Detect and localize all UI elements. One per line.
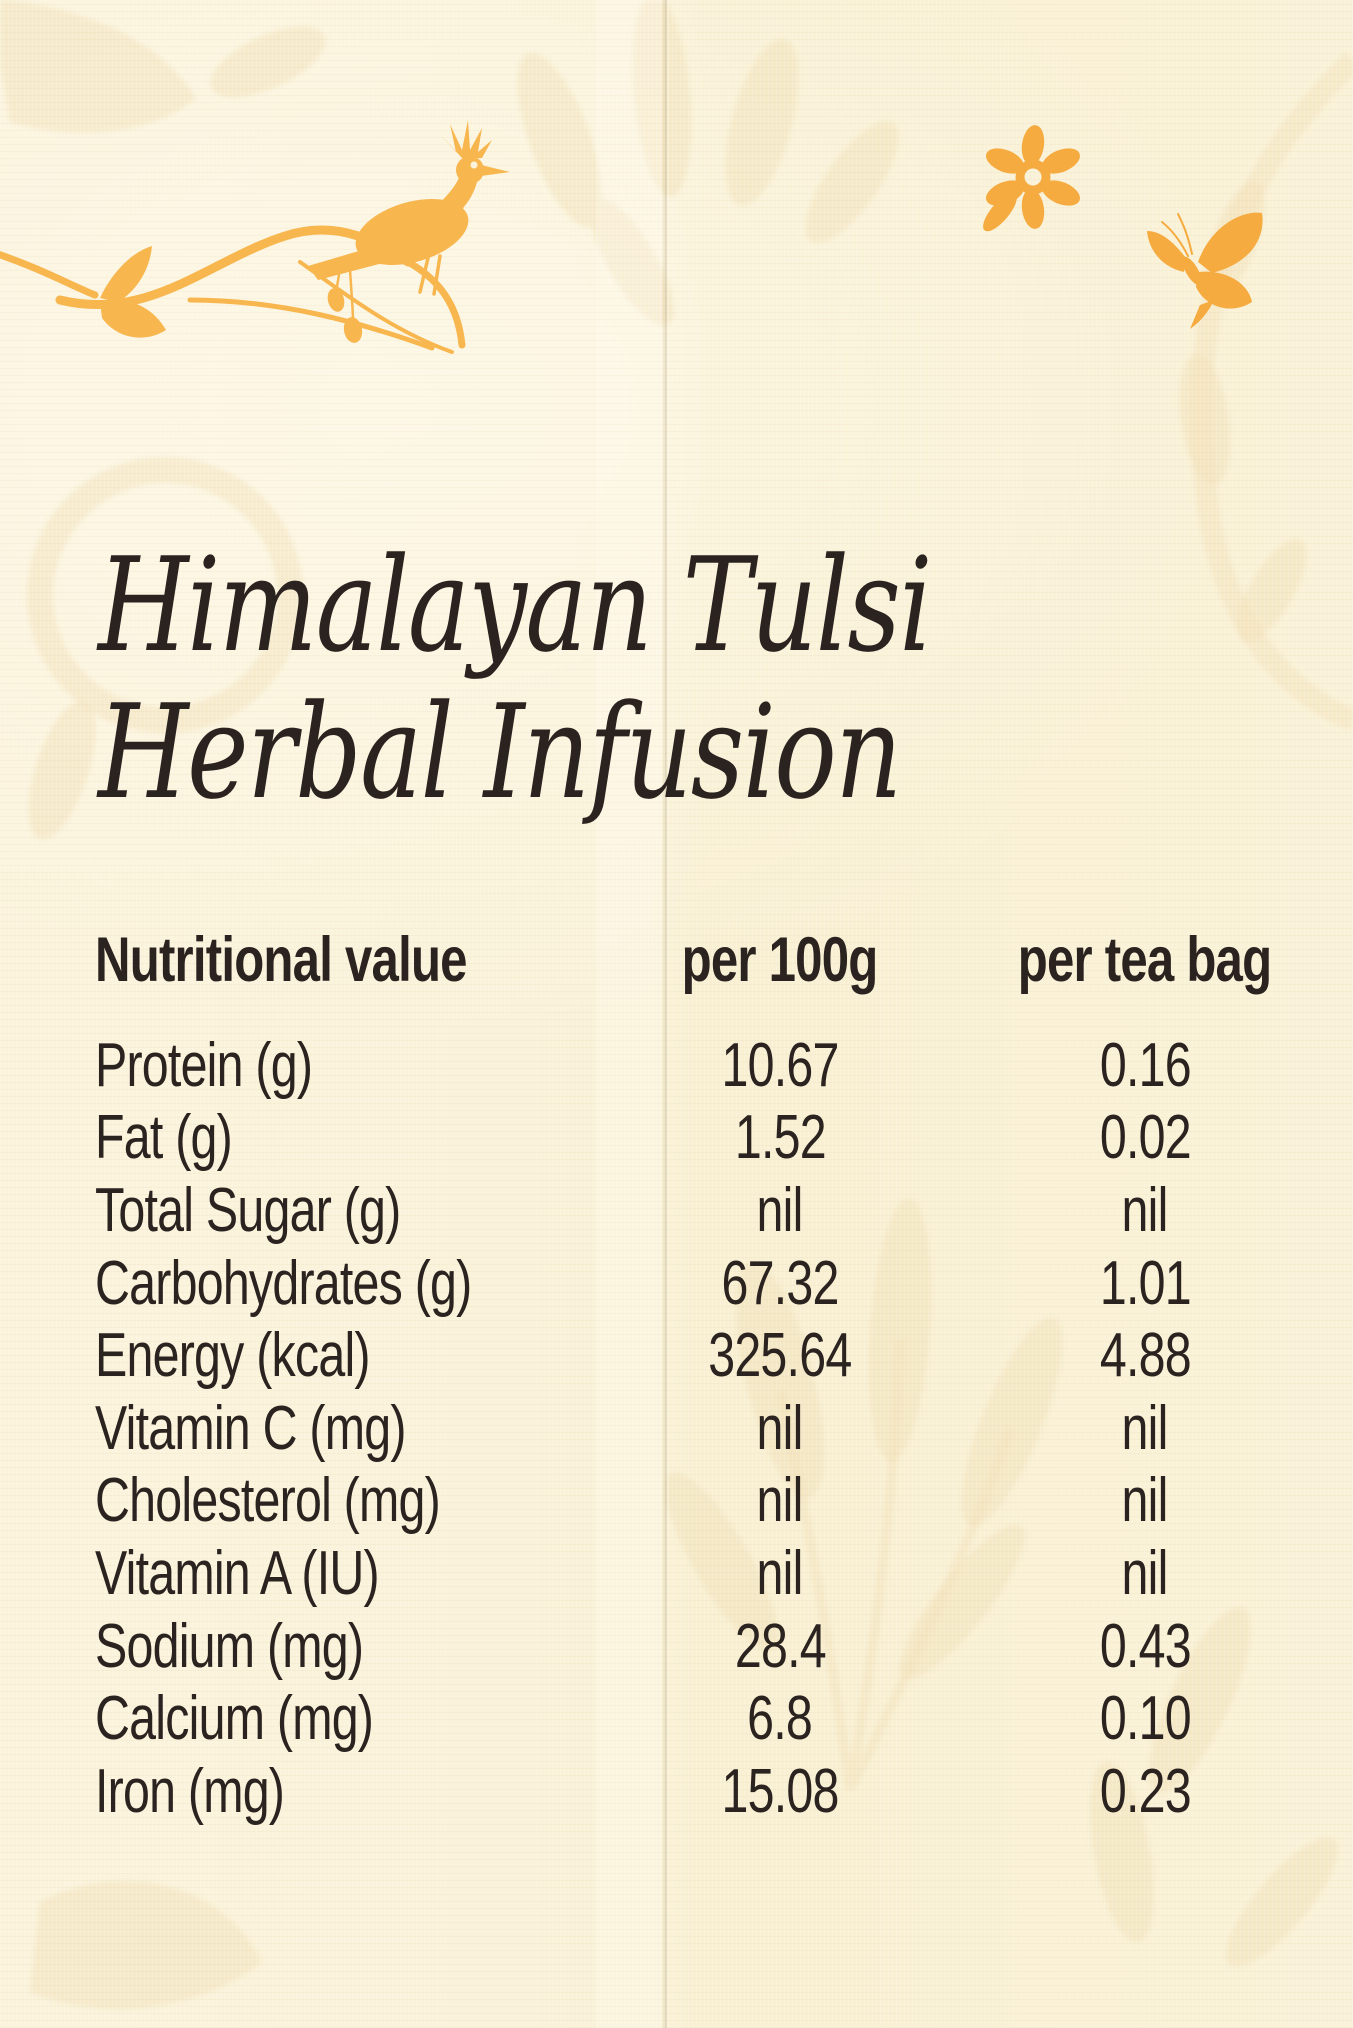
nutrient-label: Vitamin A (IU) xyxy=(95,1538,380,1608)
column-header-per-100g: per 100g xyxy=(682,925,879,995)
nutrient-label: Vitamin C (mg) xyxy=(95,1393,406,1463)
per-tea-bag-value: 0.16 xyxy=(1099,1030,1191,1100)
nutrient-label: Sodium (mg) xyxy=(95,1611,364,1681)
table-row: Protein (g) 10.67 0.16 xyxy=(95,1029,1330,1102)
nutrient-label: Energy (kcal) xyxy=(95,1321,371,1391)
product-title-line1: Himalayan Tulsi xyxy=(98,529,932,681)
per-tea-bag-value: nil xyxy=(1121,1175,1169,1245)
per-100g-value: 10.67 xyxy=(721,1030,839,1100)
nutrient-label: Carbohydrates (g) xyxy=(95,1248,472,1318)
per-tea-bag-value: nil xyxy=(1121,1466,1169,1536)
per-100g-value: 6.8 xyxy=(747,1684,814,1754)
nutrient-label: Fat (g) xyxy=(95,1103,233,1173)
flower-icon xyxy=(983,125,1080,232)
table-row: Iron (mg) 15.08 0.23 xyxy=(95,1755,1330,1828)
nutrient-label: Total Sugar (g) xyxy=(95,1175,401,1245)
per-100g-value: 28.4 xyxy=(734,1611,826,1681)
per-tea-bag-value: nil xyxy=(1121,1538,1169,1608)
table-row: Total Sugar (g) nil nil xyxy=(95,1174,1330,1247)
per-100g-value: 1.52 xyxy=(734,1103,826,1173)
product-title-line2: Herbal Infusion xyxy=(98,676,902,828)
nutrient-label: Calcium (mg) xyxy=(95,1684,374,1754)
table-row: Carbohydrates (g) 67.32 1.01 xyxy=(95,1247,1330,1320)
column-header-nutritional-value: Nutritional value xyxy=(95,925,468,995)
per-100g-value: nil xyxy=(756,1393,804,1463)
per-tea-bag-value: nil xyxy=(1121,1393,1169,1463)
per-100g-value: 67.32 xyxy=(721,1248,839,1318)
product-title: Himalayan Tulsi Herbal Infusion xyxy=(98,532,1139,826)
per-100g-value: 325.64 xyxy=(708,1321,852,1391)
table-row: Vitamin C (mg) nil nil xyxy=(95,1392,1330,1465)
nutrient-label: Protein (g) xyxy=(95,1030,313,1100)
nutrition-table: Nutritional value per 100g per tea bag P… xyxy=(95,920,1330,1828)
per-tea-bag-value: 0.23 xyxy=(1099,1756,1191,1826)
nutrition-table-header: Nutritional value per 100g per tea bag xyxy=(95,920,1330,1000)
butterfly-icon xyxy=(1147,212,1263,329)
table-row: Cholesterol (mg) nil nil xyxy=(95,1465,1330,1538)
per-100g-value: nil xyxy=(756,1466,804,1536)
per-tea-bag-value: 0.02 xyxy=(1099,1103,1191,1173)
per-tea-bag-value: 1.01 xyxy=(1099,1248,1191,1318)
table-row: Vitamin A (IU) nil nil xyxy=(95,1537,1330,1610)
per-tea-bag-value: 0.10 xyxy=(1099,1684,1191,1754)
per-100g-value: nil xyxy=(756,1538,804,1608)
per-tea-bag-value: 0.43 xyxy=(1099,1611,1191,1681)
per-100g-value: 15.08 xyxy=(721,1756,839,1826)
nutrition-rows: Protein (g) 10.67 0.16 Fat (g) 1.52 0.02… xyxy=(95,1029,1330,1828)
per-tea-bag-value: 4.88 xyxy=(1099,1321,1191,1391)
column-header-per-tea-bag: per tea bag xyxy=(1018,925,1272,995)
nutrient-label: Cholesterol (mg) xyxy=(95,1466,441,1536)
bird-on-vine-icon xyxy=(0,120,510,354)
nutrient-label: Iron (mg) xyxy=(95,1756,285,1826)
table-row: Sodium (mg) 28.4 0.43 xyxy=(95,1610,1330,1683)
table-row: Calcium (mg) 6.8 0.10 xyxy=(95,1682,1330,1755)
per-100g-value: nil xyxy=(756,1175,804,1245)
table-row: Fat (g) 1.52 0.02 xyxy=(95,1102,1330,1175)
table-row: Energy (kcal) 325.64 4.88 xyxy=(95,1319,1330,1392)
